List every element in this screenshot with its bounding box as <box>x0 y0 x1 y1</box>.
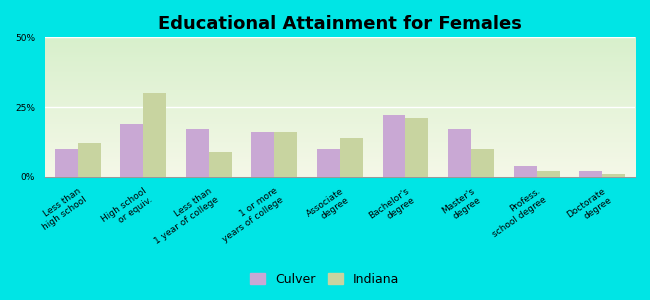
Bar <box>406 118 428 177</box>
Title: Educational Attainment for Females: Educational Attainment for Females <box>158 15 522 33</box>
Bar <box>120 124 143 177</box>
Bar <box>186 129 209 177</box>
Bar <box>537 171 560 177</box>
Bar <box>471 149 494 177</box>
Legend: Culver, Indiana: Culver, Indiana <box>246 268 404 291</box>
Bar <box>340 138 363 177</box>
Bar <box>209 152 232 177</box>
Bar <box>448 129 471 177</box>
Bar <box>383 116 406 177</box>
Bar <box>77 143 101 177</box>
Bar <box>55 149 77 177</box>
Bar <box>317 149 340 177</box>
Bar <box>143 93 166 177</box>
Bar <box>514 166 537 177</box>
Bar <box>579 171 602 177</box>
Bar <box>602 174 625 177</box>
Bar <box>274 132 297 177</box>
Bar <box>252 132 274 177</box>
